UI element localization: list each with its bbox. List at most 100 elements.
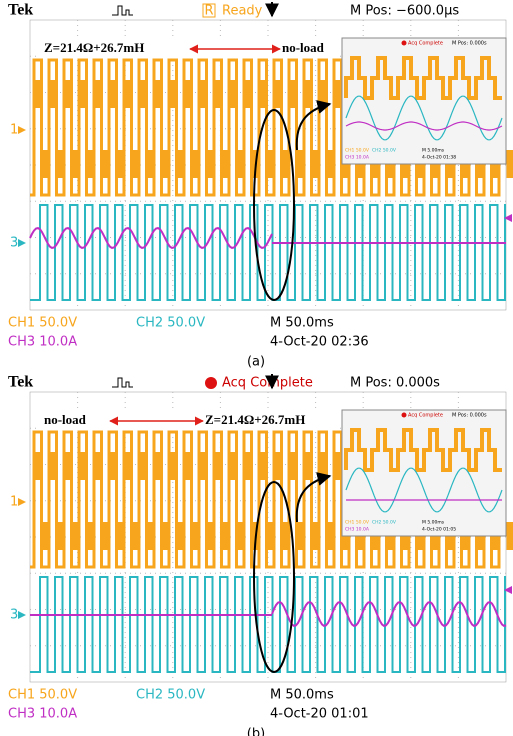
ch1-band: [507, 150, 513, 178]
ch1-band: [49, 80, 56, 108]
inset-timebase: M 5.00ms: [422, 148, 445, 154]
ch1-band: [319, 80, 326, 108]
inset-dot: [402, 41, 407, 46]
ch1-band: [49, 452, 56, 480]
ch1-band: [319, 452, 326, 480]
footer-ch3: CH3 10.0A: [8, 707, 77, 722]
ch1-band: [214, 452, 221, 480]
ch1-band: [117, 522, 124, 550]
inset-status: Acq Complete: [408, 413, 443, 419]
ch1-band: [312, 522, 319, 550]
ch1-marker-arrow: [18, 126, 26, 134]
ch1-band: [57, 150, 64, 178]
caption: (a): [247, 355, 265, 370]
status-icon: [205, 377, 217, 389]
ch1-band: [87, 150, 94, 178]
ch3-marker-arrow: [18, 611, 26, 619]
ch1-band: [177, 150, 184, 178]
brand: Tek: [8, 374, 33, 391]
ch1-band: [267, 522, 274, 550]
ch1-band: [34, 80, 41, 108]
footer-date: 4-Oct-20 02:36: [270, 335, 369, 350]
m-pos: M Pos: 0.000s: [350, 376, 440, 391]
trigger-icon: [112, 378, 133, 387]
ch1-band: [244, 452, 251, 480]
footer-timebase: M 50.0ms: [270, 688, 334, 703]
figure: TekRReadyM Pos: −600.0µs13Z=21.4Ω+26.7mH…: [0, 0, 513, 736]
footer-date: 4-Oct-20 01:01: [270, 707, 369, 722]
ch1-band: [244, 80, 251, 108]
ch1-band: [72, 150, 79, 178]
ch1-band: [42, 150, 49, 178]
ch1-band: [72, 522, 79, 550]
inset-ch2-label: CH2 50.0V: [372, 148, 397, 154]
ch1-band: [79, 80, 86, 108]
ch1-band: [289, 80, 296, 108]
inset-date: 4-Oct-20 01:38: [422, 155, 456, 161]
ch1-band: [199, 80, 206, 108]
ch1-band: [132, 150, 139, 178]
annotation-right: no-load: [282, 40, 325, 55]
ch1-band: [192, 522, 199, 550]
inset-mpos: M Pos: 0.000s: [452, 413, 487, 419]
ch1-band: [117, 150, 124, 178]
ch1-band: [312, 150, 319, 178]
ch1-marker: 1: [10, 123, 18, 138]
ch1-band: [222, 522, 229, 550]
brand: Tek: [8, 2, 33, 19]
ch1-band: [327, 150, 334, 178]
ch1-band: [199, 452, 206, 480]
ch1-band: [229, 80, 236, 108]
inset-status: Acq Complete: [408, 41, 443, 47]
ch1-band: [229, 452, 236, 480]
ch1-band: [304, 80, 311, 108]
ch1-band: [169, 80, 176, 108]
ch1-band: [207, 522, 214, 550]
ch1-band: [184, 452, 191, 480]
ch1-band: [259, 80, 266, 108]
ch1-band: [507, 522, 513, 550]
footer-ch1: CH1 50.0V: [8, 688, 77, 703]
ch1-band: [94, 80, 101, 108]
footer-ch1: CH1 50.0V: [8, 316, 77, 331]
ch3-marker-arrow: [18, 239, 26, 247]
ch1-band: [162, 150, 169, 178]
status: Acq Complete: [222, 376, 313, 391]
annotation-left: Z=21.4Ω+26.7mH: [44, 40, 144, 55]
ch1-marker-arrow: [18, 498, 26, 506]
ch1-band: [42, 522, 49, 550]
ch1-band: [297, 522, 304, 550]
ch1-band: [139, 452, 146, 480]
m-pos: M Pos: −600.0µs: [350, 4, 459, 19]
inset-ch2-label: CH2 50.0V: [372, 520, 397, 526]
ch1-band: [334, 452, 341, 480]
ch1-band: [162, 522, 169, 550]
ch1-band: [64, 452, 71, 480]
ch1-band: [57, 522, 64, 550]
inset-ch1-label: CH1 50.0V: [345, 148, 370, 154]
ch1-band: [79, 452, 86, 480]
ch1-band: [222, 150, 229, 178]
ch1-band: [109, 452, 116, 480]
footer-timebase: M 50.0ms: [270, 316, 334, 331]
footer-ch2: CH2 50.0V: [136, 688, 205, 703]
inset-ch3-label: CH3 10.0A: [345, 527, 370, 533]
inset-timebase: M 5.00ms: [422, 520, 445, 526]
ch1-band: [267, 150, 274, 178]
ch1-band: [169, 452, 176, 480]
ch1-band: [124, 80, 131, 108]
ch3-marker: 3: [10, 608, 18, 623]
trigger-icon: [112, 6, 133, 15]
ch1-band: [192, 150, 199, 178]
ch1-band: [274, 452, 281, 480]
inset-dot: [402, 413, 407, 418]
ch1-band: [327, 522, 334, 550]
footer-ch3: CH3 10.0A: [8, 335, 77, 350]
ch1-band: [304, 452, 311, 480]
ch1-band: [282, 522, 289, 550]
caption: (b): [247, 727, 265, 736]
ch1-band: [289, 452, 296, 480]
inset-ch1-label: CH1 50.0V: [345, 520, 370, 526]
ch1-band: [334, 80, 341, 108]
